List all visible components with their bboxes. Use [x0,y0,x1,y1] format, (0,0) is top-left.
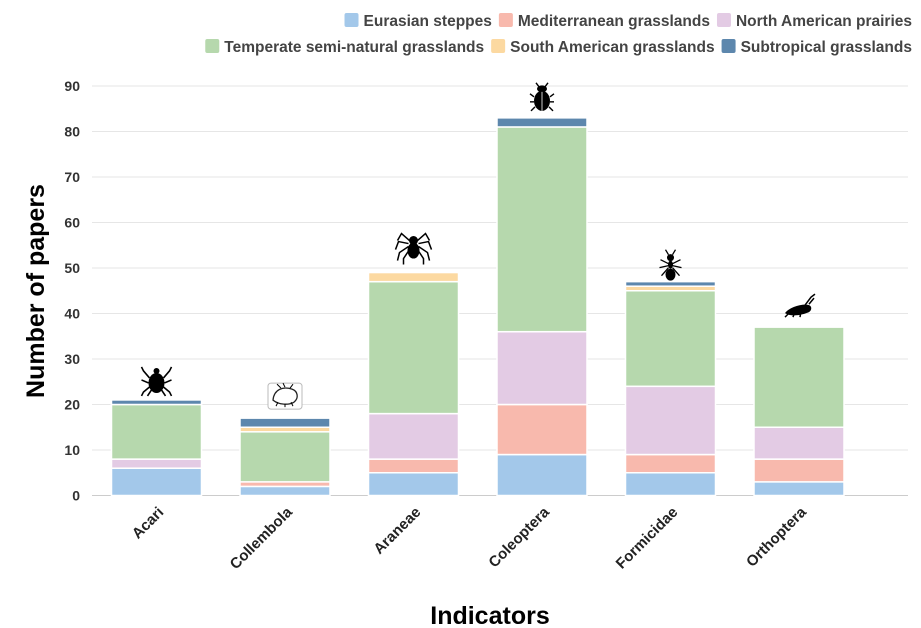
legend-label-mediterranean-grasslands: Mediterranean grasslands [518,13,710,30]
legend: North American prairies Mediterranean gra… [205,13,912,56]
x-tick-label-coleoptera: Coleoptera [485,503,553,571]
y-tick-label: 50 [64,260,80,276]
bar-segment-coleoptera-temperate-semi-natural-grasslands [496,126,588,333]
legend-swatch-north-american-prairies [716,13,731,27]
mite-icon [140,366,173,397]
legend-label-temperate-semi-natural-grasslands: Temperate semi-natural grasslands [224,39,484,56]
bar-segment-collembola-subtropical-grasslands [239,417,331,428]
y-tick-label: 80 [64,124,80,140]
spider-icon [394,232,433,265]
x-tick-label-acari: Acari [129,504,168,543]
legend-swatch-temperate-semi-natural-grasslands [205,39,220,53]
x-tick-label-orthoptera: Orthoptera [743,503,810,570]
legend-swatch-mediterranean-grasslands [498,13,513,27]
grasshopper-icon [784,293,816,318]
y-axis-title: Number of papers [22,184,50,398]
bar-segment-coleoptera-north-american-prairies [496,330,588,406]
y-tick-label: 20 [64,397,80,413]
y-tick-label: 60 [64,215,80,231]
x-axis-title: Indicators [430,602,549,628]
bar-segment-acari-subtropical-grasslands [110,399,203,406]
y-tick-label: 10 [64,442,80,458]
bar-segment-formicidae-temperate-semi-natural-grasslands [624,290,717,388]
legend-label-subtropical-grasslands: Subtropical grasslands [741,39,912,56]
bar-segment-araneae-temperate-semi-natural-grasslands [367,280,460,415]
bar-segment-collembola-temperate-semi-natural-grasslands [239,431,331,483]
bar-segment-coleoptera-mediterranean-grasslands [496,403,588,456]
y-axis-ticks: 0 10 20 30 40 50 60 70 80 90 [64,78,80,504]
legend-swatch-subtropical-grasslands [721,39,736,53]
bar-segment-acari-temperate-semi-natural-grasslands [110,403,203,460]
bar-segment-araneae-mediterranean-grasslands [367,458,460,474]
bar-segment-coleoptera-subtropical-grasslands [496,117,588,128]
x-tick-label-araneae: Araneae [370,504,424,558]
bar-segment-formicidae-mediterranean-grasslands [624,453,717,474]
ant-icon [659,249,682,281]
category-icons [140,82,816,410]
bar-segment-orthoptera-north-american-prairies [753,426,845,460]
legend-swatch-south-american-grasslands [491,39,506,53]
x-tick-label-formicidae: Formicidae [613,504,682,573]
bar-segment-coleoptera-eurasian-steppes [496,453,588,497]
bar-segment-orthoptera-mediterranean-grasslands [753,458,845,483]
legend-label-north-american-prairies: North American prairies [736,13,912,30]
bar-segment-orthoptera-eurasian-steppes [753,481,845,497]
legend-label-eurasian-steppes: Eurasian steppes [364,13,492,30]
bar-segment-araneae-eurasian-steppes [367,472,460,497]
bar-segment-acari-north-american-prairies [110,458,203,469]
y-tick-label: 30 [64,351,80,367]
bar-segment-araneae-north-american-prairies [367,412,460,460]
beetle-icon [529,82,555,112]
legend-label-south-american-grasslands: South American grasslands [510,39,714,56]
y-tick-label: 0 [72,488,80,504]
y-tick-label: 40 [64,306,80,322]
bar-segment-acari-eurasian-steppes [110,467,203,497]
legend-swatch-eurasian-steppes [344,13,359,27]
springtail-icon [267,382,303,410]
bars [110,117,845,497]
bar-segment-orthoptera-temperate-semi-natural-grasslands [753,326,845,428]
bar-segment-collembola-eurasian-steppes [239,485,331,497]
y-tick-label: 90 [64,78,80,94]
bar-segment-araneae-south-american-grasslands [367,271,460,283]
bar-segment-formicidae-subtropical-grasslands [624,280,717,287]
x-axis-ticks: Acari Collembola Araneae Coleoptera Formicid… [129,503,811,573]
bar-segment-formicidae-eurasian-steppes [624,472,717,497]
x-tick-label-collembola: Collembola [227,503,297,573]
y-tick-label: 70 [64,169,80,185]
bar-segment-formicidae-north-american-prairies [624,385,717,456]
